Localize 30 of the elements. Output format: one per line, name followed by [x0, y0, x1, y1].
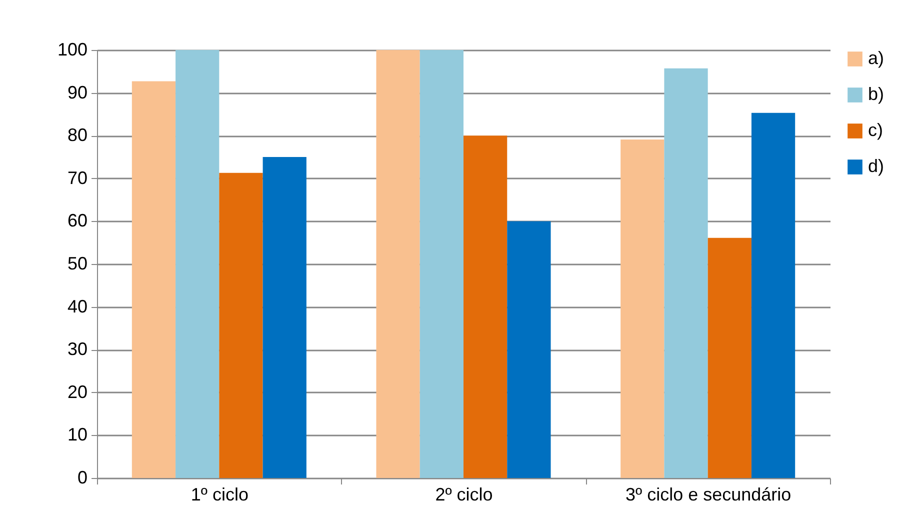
- bar: [176, 50, 220, 478]
- bar: [507, 221, 551, 478]
- bar: [420, 50, 464, 478]
- legend-label: b): [868, 84, 884, 104]
- y-tick-label: 60: [67, 210, 88, 231]
- bar: [620, 139, 664, 478]
- bar: [262, 157, 306, 478]
- bar: [132, 81, 176, 478]
- y-tick-label: 80: [67, 125, 88, 146]
- bar: [464, 136, 508, 478]
- y-tick-label: 40: [67, 296, 88, 316]
- x-tick-label: 2º ciclo: [435, 484, 493, 504]
- y-tick-label: 70: [67, 168, 88, 188]
- bar: [664, 68, 708, 478]
- bar: [219, 172, 263, 478]
- y-tick-label: 50: [67, 254, 88, 274]
- bar: [708, 238, 752, 478]
- legend-label: c): [868, 120, 883, 140]
- y-tick-label: 0: [77, 468, 88, 488]
- legend-label: d): [868, 156, 884, 176]
- bar: [376, 50, 420, 478]
- x-tick-label: 1º ciclo: [190, 484, 248, 504]
- bar: [751, 112, 796, 478]
- y-tick-label: 20: [67, 382, 88, 402]
- y-tick-label: 100: [57, 40, 88, 60]
- y-tick-label: 30: [67, 339, 88, 360]
- x-tick-label: 3º ciclo e secundário: [625, 484, 792, 504]
- y-tick-label: 10: [67, 424, 88, 445]
- legend-label: a): [868, 48, 884, 68]
- y-tick-label: 90: [67, 82, 88, 102]
